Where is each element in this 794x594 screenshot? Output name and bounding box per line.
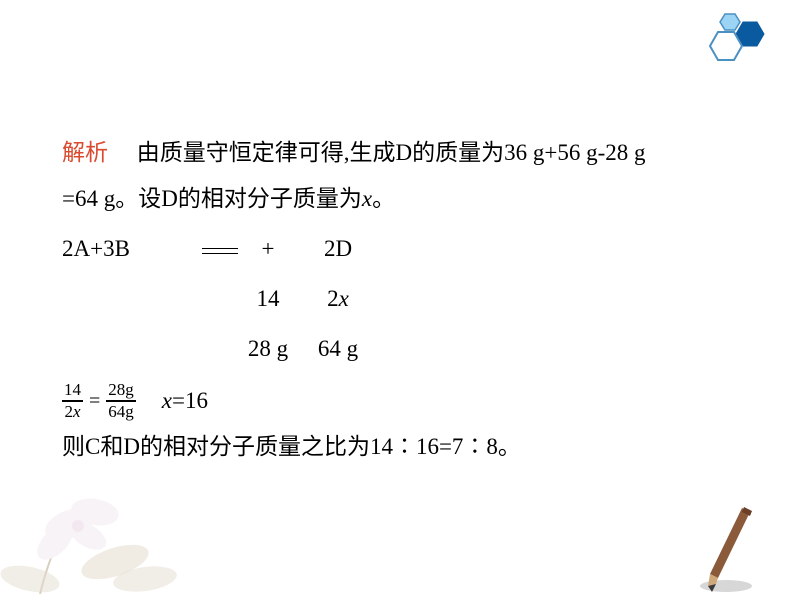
analysis-line-2: =64 g。设D的相对分子质量为x。 <box>62 176 742 222</box>
equation-row-1: 2A+3B +2D <box>62 226 742 272</box>
equation-row-3: 28 g64 g <box>62 326 742 372</box>
eq-rhs-d: 2D <box>298 226 378 272</box>
eq-plus: + <box>238 226 298 272</box>
fraction-1: 14 2x <box>62 381 83 422</box>
eq-double-line <box>202 246 238 256</box>
analysis-text-1b: =64 g。设D的相对分子质量为 <box>62 186 362 211</box>
x-result: x=16 <box>162 378 208 424</box>
analysis-text-1a: 由质量守恒定律可得,生成D的质量为36 g+56 g-28 g <box>137 140 646 165</box>
equals-sign-1: = <box>89 381 100 421</box>
slide-content: 解析 由质量守恒定律可得,生成D的质量为36 g+56 g-28 g =64 g… <box>62 130 742 470</box>
eq-c-mass: 14 <box>238 276 298 322</box>
analysis-label: 解析 <box>62 140 108 165</box>
equation-row-2: 142x <box>62 276 742 322</box>
pen-decoration <box>694 504 764 594</box>
conclusion-line: 则C和D的相对分子质量之比为14∶16=7∶8。 <box>62 424 742 470</box>
fraction-2: 28g 64g <box>106 381 136 422</box>
fraction-equation: 14 2x = 28g 64g x=16 <box>62 378 742 424</box>
hexagon-decoration <box>694 8 774 73</box>
eq-d-mass: 2x <box>298 276 378 322</box>
eq-c-grams: 28 g <box>238 326 298 372</box>
eq-lhs: 2A+3B <box>62 226 202 272</box>
variable-x: x <box>362 186 372 211</box>
analysis-text-1c: 。 <box>372 186 395 211</box>
eq-d-grams: 64 g <box>298 326 378 372</box>
analysis-line-1: 解析 由质量守恒定律可得,生成D的质量为36 g+56 g-28 g <box>62 130 742 176</box>
